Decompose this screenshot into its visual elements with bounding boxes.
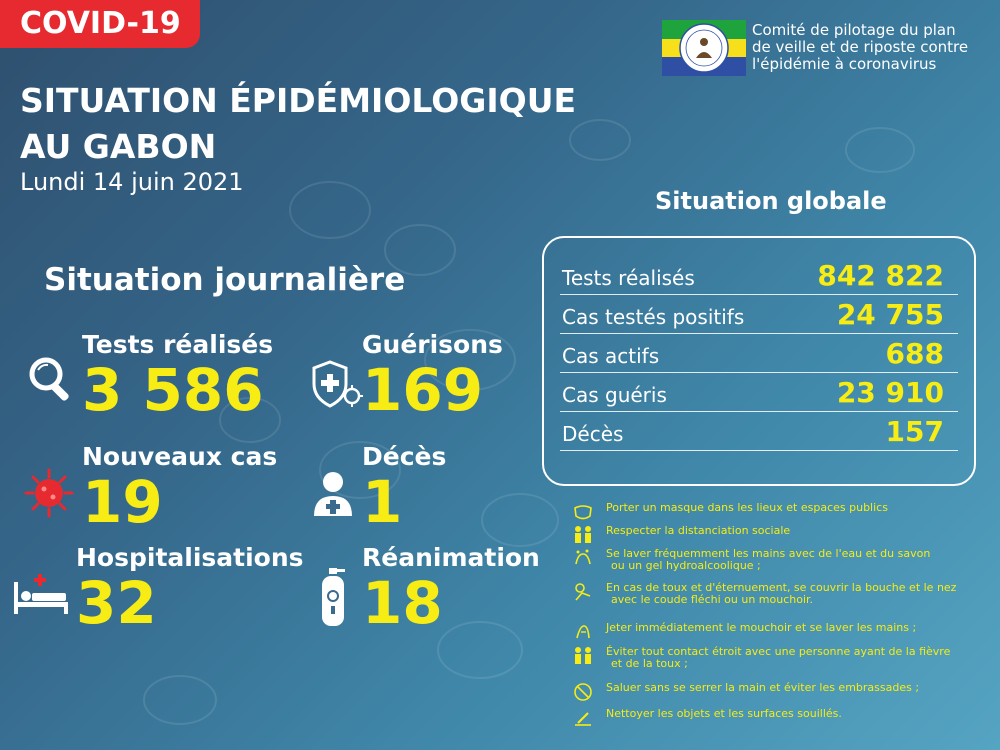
committee-line-2: de veille et de riposte contre bbox=[752, 38, 969, 56]
hand-wash-icon bbox=[575, 549, 591, 565]
advice-text-line: Éviter tout contact étroit avec une pers… bbox=[606, 645, 951, 658]
advice-text: Nettoyer les objets et les surfaces soui… bbox=[606, 708, 986, 720]
icu-label: Réanimation bbox=[362, 543, 540, 572]
deaths-label: Décès bbox=[362, 442, 447, 471]
global-row-label: Cas actifs bbox=[562, 344, 660, 368]
global-row: Cas testés positifs 24 755 bbox=[560, 295, 958, 334]
global-row-value: 688 bbox=[885, 337, 944, 370]
advice-text-line: et de la toux ; bbox=[611, 657, 688, 670]
recoveries-value: 169 bbox=[362, 356, 484, 424]
mask-icon bbox=[574, 505, 592, 520]
tests-value: 3 586 bbox=[82, 356, 264, 424]
title-line-1: SITUATION ÉPIDÉMIOLOGIQUE bbox=[20, 81, 577, 120]
daily-situation-title: Situation journalière bbox=[44, 262, 406, 298]
social-distance-icon bbox=[575, 526, 591, 543]
gabon-flag-seal-icon bbox=[662, 20, 746, 76]
hospital-value: 32 bbox=[76, 569, 157, 637]
new-cases-label: Nouveaux cas bbox=[82, 442, 278, 471]
covid-banner: COVID-19 bbox=[0, 0, 200, 48]
advice-text-line: Jeter immédiatement le mouchoir et se la… bbox=[606, 621, 917, 634]
no-handshake-icon bbox=[574, 683, 592, 701]
global-row: Tests réalisés 842 822 bbox=[560, 256, 958, 295]
global-row: Décès 157 bbox=[560, 412, 958, 451]
global-row-value: 24 755 bbox=[836, 298, 944, 331]
page-title: SITUATION ÉPIDÉMIOLOGIQUE AU GABON bbox=[20, 78, 580, 170]
advice-text-line: Respecter la distanciation sociale bbox=[606, 524, 791, 537]
new-cases-value: 19 bbox=[82, 468, 163, 536]
hospital-bed-icon bbox=[14, 574, 68, 614]
oxygen-tank-icon bbox=[322, 568, 345, 626]
committee-name: Comité de pilotage du plan de veille et … bbox=[752, 22, 992, 73]
advice-text-line: Nettoyer les objets et les surfaces soui… bbox=[606, 707, 842, 720]
advice-text: Éviter tout contact étroit avec une pers… bbox=[606, 646, 986, 670]
advice-text: Saluer sans se serrer la main et éviter … bbox=[606, 682, 986, 694]
deaths-value: 1 bbox=[362, 468, 403, 536]
report-date: Lundi 14 juin 2021 bbox=[20, 168, 244, 196]
advice-text: Porter un masque dans les lieux et espac… bbox=[606, 502, 986, 514]
global-row: Cas guéris 23 910 bbox=[560, 373, 958, 412]
advice-text-line: Se laver fréquemment les mains avec de l… bbox=[606, 547, 931, 560]
hospital-label: Hospitalisations bbox=[76, 543, 304, 572]
advice-text: Respecter la distanciation sociale bbox=[606, 525, 986, 537]
shield-virus-icon bbox=[312, 360, 363, 408]
global-row-label: Cas testés positifs bbox=[562, 305, 745, 329]
global-row-value: 842 822 bbox=[817, 259, 944, 292]
global-row-value: 157 bbox=[885, 415, 944, 448]
person-icon bbox=[314, 472, 352, 516]
advice-text: Jeter immédiatement le mouchoir et se la… bbox=[606, 622, 986, 634]
title-line-2: AU GABON bbox=[20, 127, 217, 166]
global-row-label: Décès bbox=[562, 422, 624, 446]
tests-label: Tests réalisés bbox=[82, 330, 274, 359]
global-row-value: 23 910 bbox=[836, 376, 944, 409]
global-row-label: Tests réalisés bbox=[562, 266, 695, 290]
icu-value: 18 bbox=[362, 569, 443, 637]
recoveries-label: Guérisons bbox=[362, 330, 503, 359]
sneeze-elbow-icon bbox=[575, 583, 591, 601]
advice-text: Se laver fréquemment les mains avec de l… bbox=[606, 548, 986, 572]
global-row-label: Cas guéris bbox=[562, 383, 667, 407]
tissue-icon bbox=[576, 625, 590, 639]
advice-text-line: En cas de toux et d'éternuement, se couv… bbox=[606, 581, 957, 594]
advice-text-line: Porter un masque dans les lieux et espac… bbox=[606, 501, 888, 514]
committee-line-1: Comité de pilotage du plan bbox=[752, 21, 956, 39]
advice-text-line: Saluer sans se serrer la main et éviter … bbox=[606, 681, 920, 694]
avoid-contact-icon bbox=[575, 647, 591, 664]
global-row: Cas actifs 688 bbox=[560, 334, 958, 373]
global-situation-title: Situation globale bbox=[655, 187, 887, 215]
virus-icon bbox=[24, 468, 74, 518]
advice-text: En cas de toux et d'éternuement, se couv… bbox=[606, 582, 986, 606]
magnifier-icon bbox=[29, 357, 69, 401]
advice-text-line: avec le coude fléchi ou un mouchoir. bbox=[611, 593, 814, 606]
clean-surface-icon bbox=[575, 712, 591, 726]
advice-text-line: ou un gel hydroalcoolique ; bbox=[611, 559, 761, 572]
global-situation-panel: Tests réalisés 842 822 Cas testés positi… bbox=[542, 236, 976, 486]
committee-line-3: l'épidémie à coronavirus bbox=[752, 55, 937, 73]
